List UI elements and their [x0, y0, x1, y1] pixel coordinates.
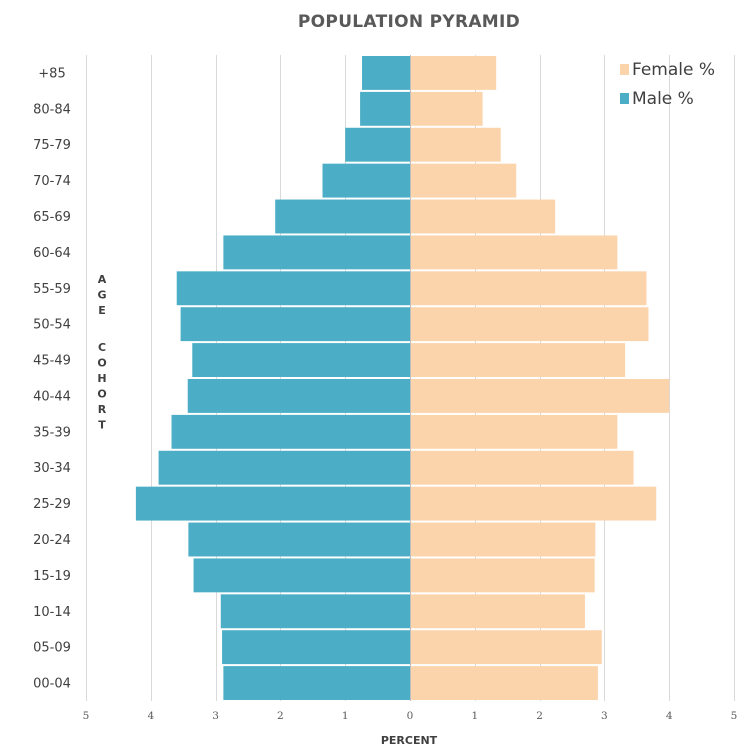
bar-female-40-44: [410, 379, 670, 413]
bar-male-70-74: [322, 163, 410, 198]
bar-female-35-39: [410, 414, 618, 449]
category-label: 00-04: [33, 677, 71, 692]
legend-label: Female %: [632, 60, 715, 80]
category-label: 65-69: [33, 210, 71, 225]
bar-female-45-49: [410, 343, 626, 377]
bars: [135, 56, 670, 700]
x-tick-label: 4: [666, 710, 673, 722]
bar-male-60-64: [223, 235, 410, 270]
bar-male-05-09: [222, 630, 410, 665]
x-tick-label: 2: [536, 710, 543, 722]
x-tick-label: 5: [83, 710, 90, 722]
bar-female-60-64: [410, 235, 618, 270]
category-label: 25-29: [33, 497, 71, 512]
bar-male-10-14: [220, 594, 410, 629]
category-labels: +85 80-84 75-79 70-74 65-69 60-64 55-59 50-54 45…: [33, 66, 71, 691]
bar-male-25-29: [135, 486, 410, 521]
x-tick-labels: 5 4 3 2 1 0 1 2 3 4 5: [83, 710, 738, 722]
legend-label: Male %: [632, 89, 694, 109]
bar-male-00-04: [223, 666, 410, 700]
bar-male-40-44: [187, 379, 410, 413]
bar-female-30-34: [410, 450, 634, 485]
category-label: 80-84: [33, 102, 71, 117]
bar-female-+85: [410, 56, 497, 90]
bar-male-30-34: [158, 450, 410, 485]
category-label: 75-79: [33, 138, 71, 153]
gridlines: [86, 55, 735, 701]
legend-swatch: [620, 93, 629, 104]
bar-female-80-84: [410, 91, 483, 126]
bar-male-80-84: [360, 91, 410, 126]
category-label: 60-64: [33, 246, 71, 261]
bar-female-65-69: [410, 199, 556, 234]
bar-male-+85: [362, 56, 410, 90]
bar-male-65-69: [275, 199, 410, 234]
x-tick-label: 1: [471, 710, 478, 722]
category-label: 35-39: [33, 425, 71, 440]
x-tick-label: 5: [731, 710, 738, 722]
bar-female-50-54: [410, 307, 649, 342]
bar-male-75-79: [345, 127, 410, 162]
category-label: 45-49: [33, 354, 71, 369]
category-label: 20-24: [33, 533, 71, 548]
bar-female-15-19: [410, 558, 595, 593]
bar-male-45-49: [192, 343, 410, 377]
category-label: 70-74: [33, 174, 71, 189]
bar-female-10-14: [410, 594, 585, 629]
chart-title: POPULATION PYRAMID: [298, 12, 520, 32]
x-tick-label: 2: [277, 710, 284, 722]
legend: Female % Male %: [620, 60, 715, 109]
category-label: 55-59: [33, 282, 71, 297]
category-label: 50-54: [33, 318, 71, 333]
bar-female-00-04: [410, 666, 598, 700]
category-label: 10-14: [33, 605, 71, 620]
x-tick-label: 4: [147, 710, 154, 722]
bar-male-55-59: [176, 271, 410, 306]
bar-female-05-09: [410, 630, 602, 665]
bar-male-50-54: [180, 307, 410, 342]
bar-male-20-24: [188, 522, 410, 557]
x-tick-label: 3: [601, 710, 608, 722]
bar-female-55-59: [410, 271, 647, 306]
category-label: 30-34: [33, 461, 71, 476]
category-label: 40-44: [33, 389, 71, 404]
category-label: 05-09: [33, 641, 71, 656]
x-tick-label: 3: [212, 710, 219, 722]
bar-female-20-24: [410, 522, 596, 557]
legend-swatch: [620, 64, 629, 75]
category-label: 15-19: [33, 569, 71, 584]
bar-female-70-74: [410, 163, 517, 198]
x-axis-title: PERCENT: [381, 734, 438, 745]
bar-female-75-79: [410, 127, 501, 162]
category-label: +85: [38, 66, 65, 81]
bar-male-15-19: [193, 558, 410, 593]
x-tick-label: 0: [407, 710, 414, 722]
bar-female-25-29: [410, 486, 657, 521]
bar-male-35-39: [171, 414, 410, 449]
x-tick-label: 1: [342, 710, 349, 722]
